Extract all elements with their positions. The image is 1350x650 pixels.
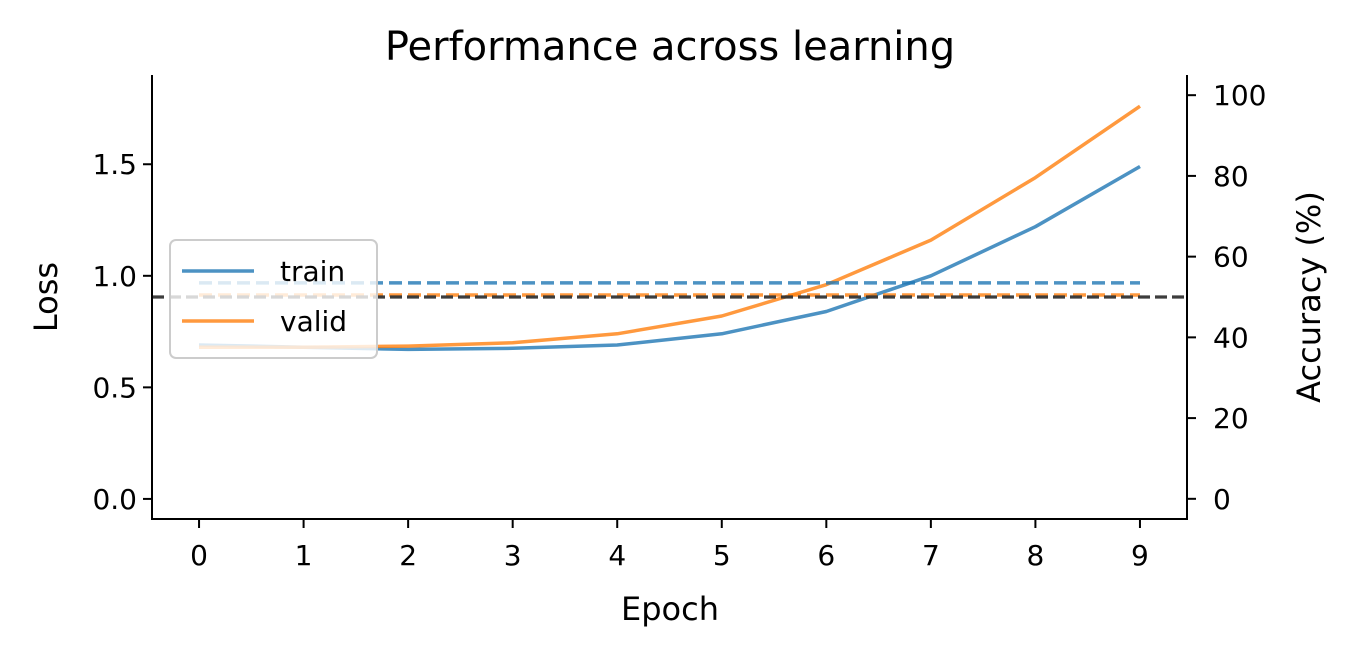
axes-layer: 0 1 2 3 4 5 6 7 8 9 0.0 0.5 1.0 1.5 0 20 40 60 80 100 [92,75,1266,572]
y2-tick-label: 80 [1213,160,1249,193]
y2-axis-label: Accuracy (%) [1290,191,1328,403]
x-tick-label: 0 [190,539,208,572]
x-tick-label: 6 [817,539,835,572]
legend-label-train: train [280,255,345,288]
x-tick-label: 5 [713,539,731,572]
x-tick-label: 1 [295,539,313,572]
y2-tick-label: 0 [1213,483,1231,516]
y2-tick-label: 100 [1213,79,1266,112]
legend-label-valid: valid [280,305,347,338]
x-tick-label: 7 [922,539,940,572]
x-axis-label: Epoch [621,590,719,628]
x-tick-label: 9 [1131,539,1149,572]
legend-box [169,239,378,359]
legend: train valid [169,239,378,359]
x-tick-label: 4 [608,539,626,572]
y2-tick-label: 20 [1213,402,1249,435]
y-tick-label: 0.5 [92,371,137,404]
x-tick-label: 8 [1026,539,1044,572]
y2-tick-label: 60 [1213,241,1249,274]
chart-title: Performance across learning [385,24,955,70]
y-tick-label: 0.0 [92,483,137,516]
y-tick-label: 1.0 [92,260,137,293]
y-tick-label: 1.5 [92,148,137,181]
y2-tick-label: 40 [1213,321,1249,354]
y-axis-label: Loss [27,262,65,332]
x-tick-label: 3 [504,539,522,572]
x-tick-label: 2 [399,539,417,572]
